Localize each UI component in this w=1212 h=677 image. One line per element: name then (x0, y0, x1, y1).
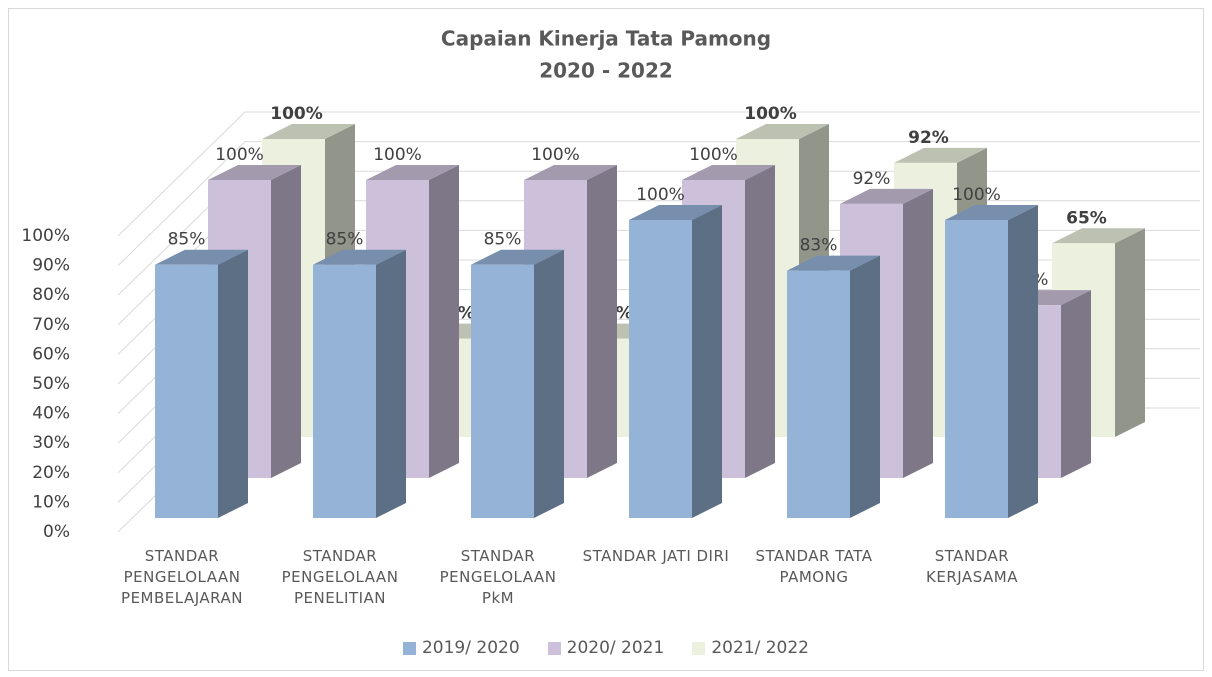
y-tick-label: 0% (43, 522, 70, 542)
bar-top (840, 188, 933, 204)
y-tick-label: 30% (32, 433, 70, 453)
value-label: 100% (689, 145, 738, 165)
value-label: 100% (373, 145, 422, 165)
value-label: 100% (744, 104, 797, 124)
legend-swatch (692, 641, 706, 655)
value-label: 85% (484, 230, 522, 250)
bar-top (894, 147, 987, 163)
bar-top (629, 205, 722, 220)
bar-side (1008, 205, 1038, 518)
bar-side (850, 255, 880, 518)
bar-top (313, 249, 406, 265)
y-tick-label: 40% (32, 404, 70, 424)
x-tick-label: STANDAR PENGELOLAAN PENELITIAN (281, 547, 399, 607)
y-tick-label: 100% (21, 226, 70, 246)
bar-top (945, 205, 1038, 220)
bar-top (524, 165, 617, 180)
bar-side (376, 249, 406, 518)
bar-top (1052, 228, 1145, 244)
bar (945, 220, 1008, 518)
bar (471, 264, 534, 518)
bar-top (787, 255, 880, 271)
legend-swatch (547, 641, 561, 655)
bar-top (262, 124, 355, 139)
bar-side (218, 249, 248, 518)
value-label: 100% (636, 185, 685, 205)
bar-top (155, 249, 248, 265)
legend-label: 2020/ 2021 (566, 638, 665, 658)
bar-side (692, 205, 722, 518)
value-label: 65% (1066, 208, 1107, 228)
value-label: 92% (908, 128, 949, 148)
grid-line (117, 141, 1200, 266)
bar-side (745, 165, 775, 478)
y-tick-label: 10% (32, 492, 70, 512)
value-label: 92% (853, 169, 891, 189)
x-tick-label: STANDAR KERJASAMA (926, 547, 1018, 586)
value-label: 85% (168, 230, 206, 250)
y-tick-label: 50% (32, 374, 70, 394)
chart-title: Capaian Kinerja Tata Pamong (441, 27, 771, 51)
legend: 2019/ 2020 2020/ 2021 2021/ 2022 (0, 638, 1212, 658)
bar (629, 220, 692, 518)
bar (313, 264, 376, 518)
bar-side (271, 165, 301, 478)
legend-item: 2021/ 2022 (692, 638, 809, 658)
legend-item: 2020/ 2021 (547, 638, 665, 658)
bar-side (587, 165, 617, 478)
bars: 100%33%33%100%92%65%100%100%100%100%92%5… (155, 104, 1145, 518)
bar-top (366, 165, 459, 180)
chart-subtitle: 2020 - 2022 (539, 59, 673, 83)
value-label: 100% (952, 185, 1001, 205)
y-tick-label: 20% (32, 463, 70, 483)
y-tick-label: 60% (32, 344, 70, 364)
value-label: 100% (270, 104, 323, 124)
legend-item: 2019/ 2020 (402, 638, 520, 658)
bar-top (208, 165, 301, 180)
bar-top (471, 249, 564, 265)
bar-top (682, 165, 775, 180)
bar-side (534, 249, 564, 518)
y-tick-label: 90% (32, 256, 70, 276)
grid-line (117, 111, 1200, 237)
x-tick-label: STANDAR TATA PAMONG (755, 547, 873, 586)
bar-side (1115, 228, 1145, 437)
legend-label: 2019/ 2020 (421, 638, 520, 658)
bar-side (903, 188, 933, 478)
value-label: 85% (326, 230, 364, 250)
y-tick-label: 80% (32, 285, 70, 305)
value-label: 100% (215, 145, 264, 165)
bar-side (429, 165, 459, 478)
x-tick-label: STANDAR PENGELOLAAN PkM (439, 547, 557, 607)
bar-side (1061, 290, 1091, 478)
legend-swatch (402, 641, 416, 655)
legend-label: 2021/ 2022 (711, 638, 809, 658)
value-label: 100% (531, 145, 580, 165)
bar-top (736, 124, 829, 139)
value-label: 83% (800, 236, 838, 256)
x-tick-label: STANDAR JATI DIRI (582, 547, 730, 565)
bar (787, 270, 850, 518)
bar (155, 264, 218, 518)
x-tick-label: STANDAR PENGELOLAAN PEMBELAJARAN (121, 547, 243, 607)
y-tick-label: 70% (32, 315, 70, 335)
chart-border (8, 8, 1204, 671)
